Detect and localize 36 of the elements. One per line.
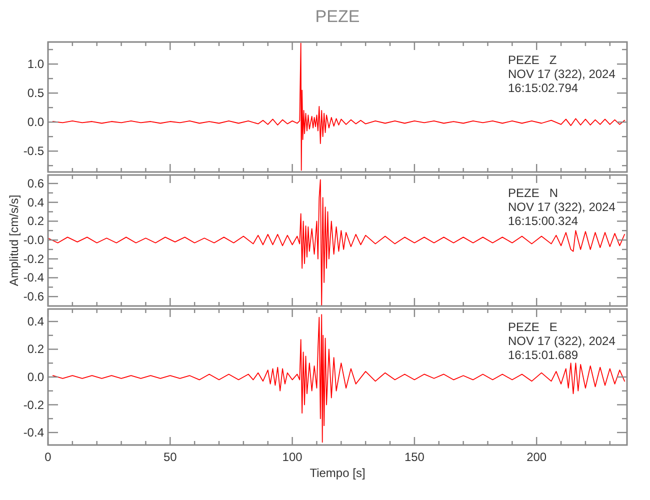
x-tick-label: 0	[44, 450, 52, 464]
y-tick-label: 0.4	[27, 195, 44, 210]
x-tick-label: 50	[163, 450, 178, 464]
y-tick-label: -0.2	[23, 252, 44, 266]
y-tick-label: 0.2	[27, 214, 44, 228]
y-tick-label: -0.4	[23, 426, 44, 440]
annotation: 16:15:02.794	[508, 81, 578, 95]
annotation: PEZE E	[508, 320, 558, 334]
y-tick-label: -0.4	[23, 270, 44, 285]
y-tick-label: -0.0	[23, 233, 44, 248]
y-tick-label: 0.2	[27, 342, 44, 356]
y-axis-title: Amplitud [cm/s/s]	[7, 194, 21, 286]
y-tick-label: 1.0	[27, 57, 44, 72]
y-tick-label: -0.6	[23, 290, 44, 304]
annotation: NOV 17 (322), 2024	[508, 200, 616, 214]
annotation: 16:15:00.324	[508, 214, 578, 228]
annotation: 16:15:01.689	[508, 348, 578, 362]
line-series	[52, 314, 626, 443]
line-series	[52, 42, 626, 171]
y-tick-label: -0.5	[23, 144, 44, 158]
annotation: NOV 17 (322), 2024	[508, 67, 616, 81]
x-tick-label: 150	[404, 450, 425, 464]
y-tick-label: 0.6	[27, 176, 44, 190]
chart-title: PEZE	[315, 7, 360, 26]
line-series	[48, 179, 626, 306]
x-tick-label: 200	[526, 450, 547, 464]
y-tick-label: -0.2	[23, 398, 44, 412]
annotation: PEZE N	[508, 186, 558, 200]
annotation: NOV 17 (322), 2024	[508, 334, 616, 348]
y-tick-label: 0.4	[27, 314, 44, 328]
x-axis-title: Tiempo [s]	[310, 466, 366, 480]
y-tick-label: 0.0	[27, 370, 44, 384]
annotation: PEZE Z	[508, 53, 557, 67]
x-tick-label: 100	[282, 450, 303, 464]
y-tick-label: 0.5	[27, 86, 44, 100]
y-tick-label: 0.0	[27, 115, 44, 130]
